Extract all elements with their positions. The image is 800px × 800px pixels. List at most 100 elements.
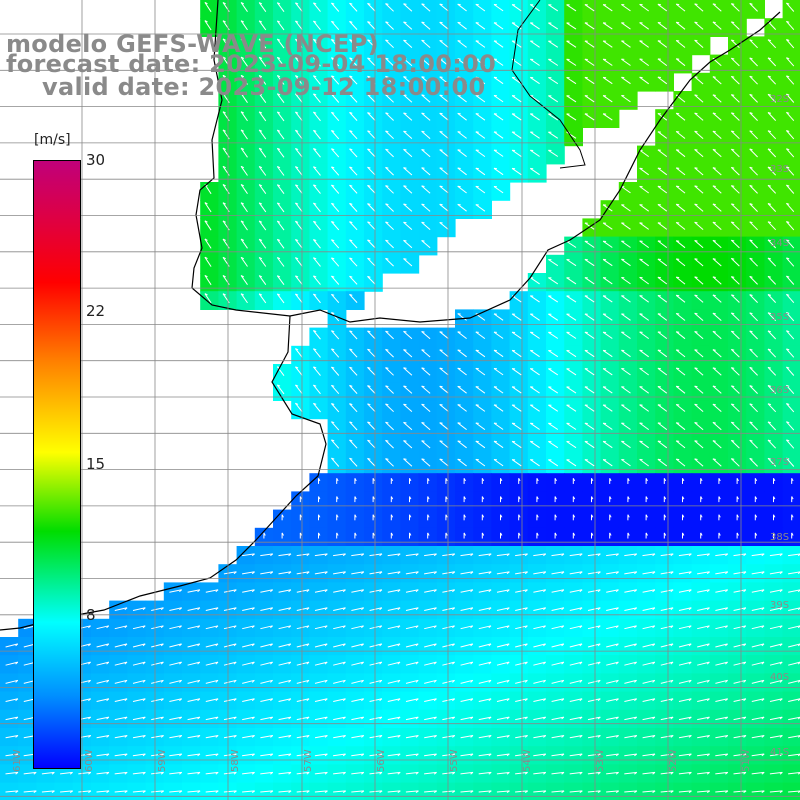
wind-arrow (205, 716, 219, 721)
wind-arrow (621, 40, 631, 48)
wind-arrow (657, 404, 668, 412)
wind-arrow (621, 368, 631, 376)
wind-arrow-head (749, 312, 753, 315)
wind-arrow (694, 112, 704, 121)
wind-arrow (278, 735, 292, 739)
wind-arrow-head (457, 185, 461, 188)
wind-arrow-head (670, 790, 674, 794)
wind-arrow-head (160, 679, 164, 683)
wind-arrow-head (524, 571, 528, 575)
wind-arrow-head (367, 348, 371, 351)
title-model: modelo GEFS-WAVE (NCEP) (6, 30, 379, 58)
wind-arrow (533, 589, 546, 593)
wind-arrow-head (779, 679, 783, 683)
wind-arrow (96, 735, 110, 739)
wind-arrow (132, 753, 146, 757)
wind-arrow (387, 716, 401, 721)
wind-arrow-head (470, 607, 474, 611)
wind-arrow (387, 661, 401, 666)
wind-arrow-head (597, 625, 601, 629)
wind-arrow-head (761, 643, 765, 647)
wind-arrow-head (543, 607, 547, 611)
wind-arrow (351, 589, 364, 593)
wind-arrow-head (427, 496, 430, 500)
wind-arrow-head (712, 167, 716, 169)
wind-arrow-head (349, 93, 353, 96)
wind-arrow (730, 367, 740, 376)
wind-arrow (657, 349, 668, 358)
wind-arrow-head (270, 753, 274, 757)
wind-arrow (331, 221, 340, 231)
wind-arrow-head (349, 348, 353, 351)
wind-arrow (621, 422, 631, 430)
wind-arrow (457, 40, 467, 48)
wind-arrow (260, 589, 273, 593)
wind-arrow (295, 20, 303, 31)
wind-arrow-head (445, 478, 448, 482)
wind-arrow-head (676, 21, 680, 24)
wind-arrow (712, 331, 722, 340)
wind-arrow (276, 111, 285, 122)
wind-arrow-head (288, 698, 292, 702)
wind-arrow (331, 312, 340, 322)
wind-arrow (367, 239, 376, 249)
wind-arrow (621, 4, 631, 12)
wind-arrow (457, 94, 467, 103)
wind-arrow-head (331, 148, 335, 151)
wind-arrow-head (579, 661, 583, 665)
wind-arrow-head (215, 643, 219, 647)
wind-arrow (767, 312, 777, 322)
wind-arrow-head (88, 643, 91, 647)
wind-arrow-head (354, 496, 357, 500)
wind-arrow (460, 679, 473, 684)
wind-arrow-head (634, 589, 638, 593)
wind-arrow (403, 58, 413, 67)
wind-arrow (712, 367, 722, 376)
wind-arrow-head (313, 75, 317, 78)
wind-arrow (749, 3, 758, 12)
wind-arrow (606, 735, 619, 739)
wind-arrow-head (88, 735, 92, 738)
wind-arrow (733, 716, 746, 721)
wind-arrow-head (324, 589, 328, 593)
wind-arrow-head (694, 294, 698, 297)
wind-arrow (242, 643, 255, 648)
wind-arrow-head (694, 185, 698, 187)
wind-arrow (313, 20, 321, 31)
wind-arrow-head (197, 589, 201, 593)
wind-arrow (278, 698, 292, 702)
wind-arrow-head (421, 403, 425, 406)
wind-arrow (733, 771, 747, 775)
wind-arrow (204, 238, 212, 249)
wind-arrow (313, 239, 321, 249)
lat-label: 41S (770, 747, 789, 758)
wind-arrow (749, 94, 758, 103)
wind-arrow (460, 716, 473, 721)
wind-arrow-head (233, 589, 237, 593)
wind-arrow (421, 58, 431, 67)
wind-arrow-head (676, 40, 680, 42)
wind-arrow (258, 257, 267, 267)
wind-arrow-head (470, 589, 474, 593)
wind-arrow-head (361, 698, 365, 702)
wind-arrow (788, 571, 800, 575)
wind-arrow-head (349, 330, 353, 333)
wind-arrow (584, 331, 595, 339)
wind-arrow-head (712, 239, 716, 242)
wind-arrow-head (15, 698, 19, 702)
wind-arrow-head (251, 589, 255, 593)
wind-arrow (697, 589, 710, 593)
wind-arrow-head (506, 571, 510, 575)
wind-arrow (421, 403, 431, 412)
wind-arrow-head (124, 643, 128, 647)
wind-arrow (478, 771, 492, 775)
wind-arrow-head (779, 553, 783, 557)
wind-arrow-head (506, 735, 510, 738)
wind-arrow (569, 771, 583, 775)
wind-arrow (788, 698, 800, 702)
wind-arrow-head (258, 38, 263, 41)
wind-arrow (551, 571, 565, 575)
wind-arrow (258, 20, 267, 31)
wind-arrow-head (313, 257, 317, 260)
wind-arrow-head (688, 589, 692, 593)
